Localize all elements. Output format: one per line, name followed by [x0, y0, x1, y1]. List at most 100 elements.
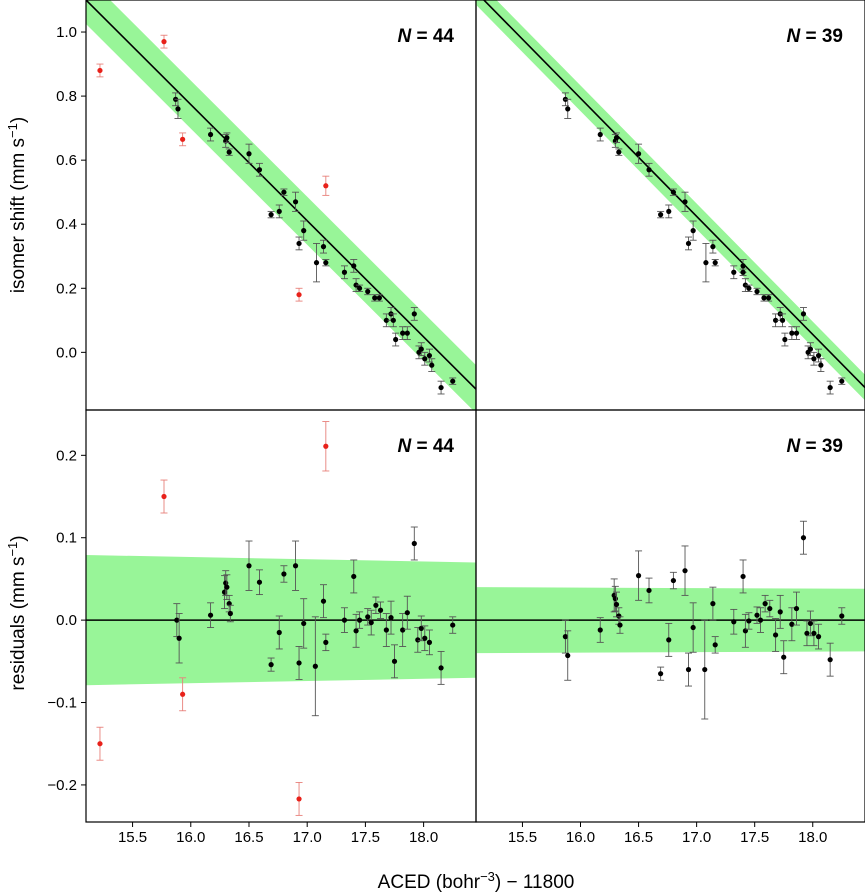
data-point — [267, 210, 275, 219]
fit-line — [482, 0, 865, 389]
data-point — [207, 602, 215, 628]
n-value: = 39 — [800, 436, 843, 457]
data-point — [741, 613, 749, 648]
data-point — [417, 615, 425, 642]
marker — [438, 384, 444, 391]
panels: 1.00.80.60.40.20.0N = 44 N = 390.20.10.0−… — [47, 0, 865, 846]
marker — [377, 607, 384, 613]
marker — [757, 617, 764, 623]
marker — [415, 637, 421, 643]
marker — [793, 605, 800, 612]
marker — [670, 577, 677, 584]
marker — [658, 671, 664, 677]
marker — [731, 619, 737, 625]
data-point — [267, 657, 275, 672]
marker — [613, 135, 620, 141]
marker — [811, 356, 817, 362]
data-point — [669, 571, 677, 590]
data-point — [756, 607, 764, 633]
marker — [754, 288, 760, 295]
confidence-band — [476, 0, 865, 401]
data-point — [613, 132, 621, 143]
marker — [682, 568, 688, 574]
data-point — [709, 586, 717, 621]
marker — [227, 610, 233, 617]
data-point — [776, 594, 784, 629]
data-point — [616, 616, 624, 634]
marker — [411, 540, 417, 547]
marker — [207, 612, 214, 618]
panel-bottom-left: 0.2 0.1 0.0 −0.1 −0.2 15.5 16.0 16.5 17.0 17.5 18.… — [47, 409, 477, 846]
n-label: N = 44 — [397, 436, 454, 457]
marker — [429, 362, 435, 368]
marker — [388, 615, 394, 621]
y-tick-label: −0.1 — [47, 695, 77, 712]
data-point — [371, 294, 379, 302]
marker — [422, 356, 428, 362]
marker — [226, 149, 232, 155]
data-point — [684, 652, 692, 687]
x-tick-label: 17.0 — [682, 829, 711, 846]
data-point — [417, 342, 425, 356]
marker — [635, 573, 642, 579]
marker — [323, 260, 329, 266]
plot-area — [86, 421, 476, 816]
marker — [772, 317, 779, 323]
plot-area — [476, 0, 865, 401]
data-point — [392, 332, 400, 347]
y-tick-label: 1.0 — [56, 24, 77, 41]
outlier-point — [322, 175, 330, 196]
data-point — [799, 307, 807, 321]
data-point — [635, 143, 643, 164]
marker — [616, 149, 622, 155]
panel-top-left: 1.0 0.8 0.6 0.4 0.2 0.0 N = 44 — [56, 0, 477, 411]
data-point — [425, 629, 433, 656]
data-point — [615, 148, 623, 156]
marker — [613, 601, 620, 608]
data-point — [792, 326, 800, 340]
marker — [368, 619, 374, 626]
marker — [292, 563, 299, 569]
data-point — [311, 616, 319, 717]
marker — [767, 605, 773, 612]
marker — [276, 629, 282, 636]
data-point — [657, 210, 665, 219]
marker — [365, 288, 371, 295]
marker — [174, 617, 180, 623]
data-point — [702, 242, 710, 283]
marker — [356, 285, 363, 291]
marker — [617, 622, 623, 628]
marker — [393, 336, 399, 343]
x-tick-label: 18.0 — [798, 829, 827, 846]
data-point — [350, 259, 358, 273]
data-point — [245, 143, 253, 164]
marker — [383, 627, 389, 633]
marker — [224, 135, 230, 141]
data-point — [364, 287, 372, 296]
n-symbol: N — [786, 26, 801, 47]
marker — [400, 627, 406, 633]
marker — [207, 131, 214, 138]
plot-area — [86, 0, 476, 410]
marker — [281, 189, 287, 195]
y-tick-label: 0.0 — [56, 612, 77, 629]
data-point — [817, 358, 825, 373]
data-point — [391, 644, 399, 679]
data-point — [410, 526, 418, 561]
n-value: = 44 — [411, 436, 454, 457]
data-point — [810, 351, 818, 366]
data-point — [665, 622, 673, 657]
data-point — [669, 188, 677, 196]
data-point — [745, 612, 753, 630]
data-point — [766, 599, 774, 618]
data-point — [372, 596, 380, 614]
marker — [740, 573, 746, 580]
marker — [341, 617, 348, 623]
data-point — [765, 294, 773, 302]
x-tick-label: 16.0 — [176, 829, 205, 846]
marker — [246, 563, 252, 569]
data-point — [421, 625, 429, 652]
marker — [682, 199, 688, 205]
data-point — [275, 615, 283, 650]
data-point — [437, 380, 445, 395]
